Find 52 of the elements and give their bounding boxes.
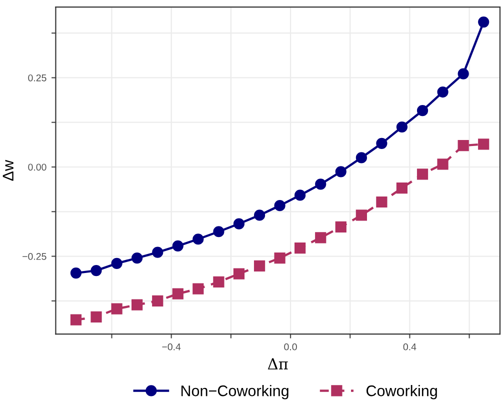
point [335, 221, 346, 233]
point [233, 268, 245, 280]
point [192, 283, 204, 294]
legend-label: Coworking [366, 385, 437, 400]
point [437, 86, 448, 98]
point [90, 311, 102, 323]
point [437, 158, 448, 170]
point [152, 246, 164, 258]
point [356, 210, 367, 221]
point [70, 268, 82, 279]
point [213, 276, 224, 288]
point [416, 168, 428, 180]
point [254, 210, 266, 221]
point [233, 218, 245, 230]
point [70, 314, 82, 326]
point [192, 234, 204, 245]
point [315, 178, 326, 190]
point [294, 190, 306, 201]
point [254, 260, 266, 272]
y-axis-title: Δw [2, 160, 14, 181]
y-tick-label: 0.00 [28, 164, 46, 171]
point [416, 105, 428, 116]
x-tick-label: 0.4 [403, 343, 416, 350]
y-tick-label: 0.25 [28, 74, 46, 82]
point [132, 252, 143, 264]
point [315, 232, 326, 244]
point [172, 240, 184, 252]
point [396, 121, 408, 133]
point [478, 138, 490, 150]
point [213, 226, 224, 238]
point [294, 242, 306, 254]
point [396, 182, 408, 194]
point [335, 166, 346, 178]
point [90, 265, 102, 276]
x-axis-title: Δπ [268, 358, 288, 370]
point [376, 196, 388, 208]
y-tick-label: −0.25 [22, 253, 46, 260]
point [132, 299, 143, 310]
point [356, 152, 367, 164]
point [458, 68, 469, 80]
point [274, 200, 286, 212]
point [172, 288, 184, 300]
point [458, 140, 469, 152]
point [478, 16, 490, 28]
point [111, 258, 122, 269]
point [274, 252, 286, 264]
x-tick-label: −0.4 [162, 343, 181, 350]
x-tick-label: 0.0 [284, 343, 297, 350]
point [376, 138, 388, 149]
legend-label: Non−Coworking [181, 385, 288, 400]
point [111, 303, 122, 314]
point [152, 295, 164, 306]
